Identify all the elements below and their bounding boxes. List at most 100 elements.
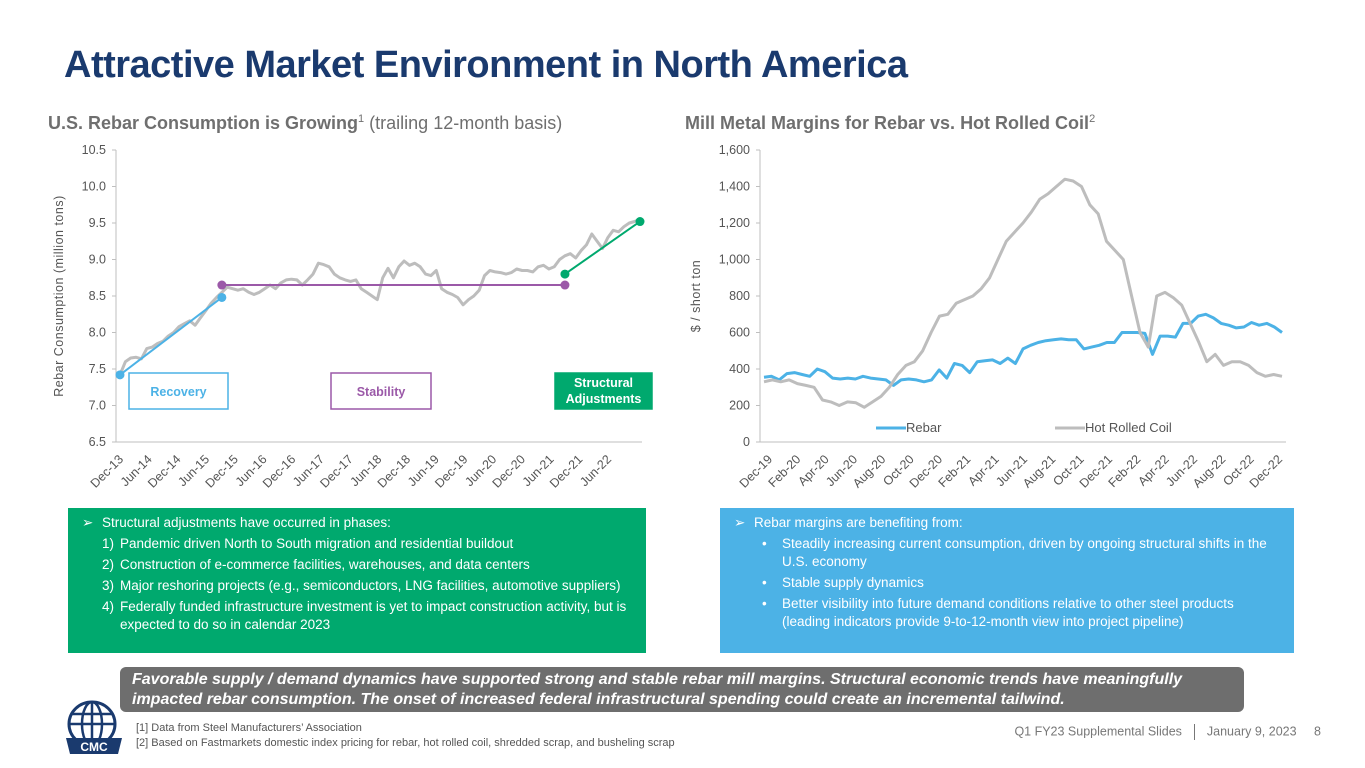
bullet-dot-icon: •	[762, 575, 767, 590]
left-subtitle-note: (trailing 12-month basis)	[369, 113, 563, 133]
structural-adjustments-panel: ➢ Structural adjustments have occurred in…	[68, 508, 646, 653]
legend-label: Hot Rolled Coil	[1085, 420, 1172, 435]
x-tick-label: Dec-21	[547, 452, 585, 490]
trend-point	[217, 280, 227, 290]
y-tick-label: 9.5	[89, 216, 106, 230]
legend-label: Rebar	[906, 420, 942, 435]
left-subtitle-footnote-ref: 1	[358, 113, 365, 125]
list-item: 3) Major reshoring projects (e.g., semico…	[102, 577, 634, 595]
y-tick-label: 400	[729, 362, 750, 376]
trend-point	[115, 370, 125, 380]
x-tick-label: Jun-22	[577, 452, 614, 489]
page-number: 8	[1314, 724, 1321, 739]
trend-point	[635, 217, 645, 227]
rebar-consumption-chart: 6.57.07.58.08.59.09.510.010.5Dec-13Jun-1…	[52, 143, 653, 491]
item-number: 1)	[102, 536, 115, 551]
arrow-bullet-icon: ➢	[82, 515, 94, 530]
y-tick-label: 1,600	[719, 143, 750, 157]
right-subtitle-footnote-ref: 2	[1089, 113, 1096, 125]
item-text: Federally funded infrastructure investme…	[120, 599, 627, 632]
item-text: Construction of e-commerce facilities, w…	[120, 557, 530, 572]
x-tick-label: Dec-18	[375, 452, 413, 490]
rebar-margins-panel: ➢ Rebar margins are benefiting from: • Ste…	[720, 508, 1294, 653]
y-tick-label: 1,200	[719, 216, 750, 230]
y-tick-label: 200	[729, 399, 750, 413]
list-item: 4) Federally funded infrastructure invest…	[102, 598, 634, 634]
x-tick-label: Dec-17	[317, 452, 355, 490]
x-tick-label: Dec-16	[260, 452, 298, 490]
x-tick-label: Dec-20	[490, 452, 528, 490]
y-tick-label: 9.0	[89, 253, 106, 267]
y-tick-label: 6.5	[89, 435, 106, 449]
x-tick-label: Dec-13	[88, 452, 126, 490]
y-tick-label: 10.0	[82, 180, 106, 194]
phase-label-box	[128, 372, 229, 410]
x-tick-label: Feb-20	[766, 452, 804, 490]
item-number: 2)	[102, 557, 115, 572]
item-text: Stable supply dynamics	[782, 575, 924, 590]
trend-line-recovery	[119, 296, 223, 376]
phase-label-stability: Stability	[357, 385, 406, 399]
list-item: • Steadily increasing current consumption…	[762, 535, 1282, 571]
phase-label-structural: Structural	[574, 376, 633, 390]
page-title: Attractive Market Environment in North A…	[64, 44, 908, 86]
y-tick-label: 8.5	[89, 289, 106, 303]
left-chart-subtitle: U.S. Rebar Consumption is Growing1 (trai…	[48, 113, 562, 134]
right-chart-subtitle: Mill Metal Margins for Rebar vs. Hot Rol…	[685, 113, 1095, 134]
y-tick-label: 7.0	[89, 399, 106, 413]
series-line-hot-rolled-coil	[763, 177, 1283, 409]
phase-label-box	[330, 372, 432, 410]
consumption-series-line	[118, 217, 641, 376]
footnotes: [1] Data from Steel Manufacturers’ Assoc…	[136, 721, 675, 750]
logo-text: CMC	[80, 740, 108, 754]
item-text: Pandemic driven North to South migration…	[120, 536, 514, 551]
item-text: Better visibility into future demand con…	[782, 596, 1234, 629]
footnote-1: [1] Data from Steel Manufacturers’ Assoc…	[136, 722, 362, 734]
x-tick-label: Feb-21	[936, 452, 974, 490]
x-tick-label: Dec-15	[203, 452, 241, 490]
right-subtitle-main: Mill Metal Margins for Rebar vs. Hot Rol…	[685, 113, 1090, 133]
item-number: 3)	[102, 578, 115, 593]
right-bullets-header: Rebar margins are benefiting from:	[754, 515, 963, 530]
trend-point	[560, 269, 570, 279]
item-text: Steadily increasing current consumption,…	[782, 536, 1267, 569]
left-bullets-header: Structural adjustments have occurred in …	[102, 515, 391, 530]
y-axis-title: $ / short ton	[689, 260, 703, 333]
series-line-rebar	[763, 312, 1283, 387]
bullet-dot-icon: •	[762, 536, 767, 551]
y-tick-label: 1,000	[719, 253, 750, 267]
list-item: • Stable supply dynamics	[762, 574, 1282, 592]
bullet-dot-icon: •	[762, 596, 767, 611]
y-tick-label: 0	[743, 435, 750, 449]
slide-footer: Q1 FY23 Supplemental Slides January 9, 20…	[1014, 724, 1321, 740]
list-item: 1) Pandemic driven North to South migrati…	[102, 535, 634, 553]
deck-date: January 9, 2023	[1206, 724, 1297, 739]
list-item: 2) Construction of e-commerce facilities,…	[102, 556, 634, 574]
phase-label-box	[554, 372, 653, 410]
footnote-2: [2] Based on Fastmarkets domestic index …	[136, 736, 675, 749]
phase-label-structural: Adjustments	[566, 392, 642, 406]
cmc-logo: CMC	[66, 700, 122, 754]
y-tick-label: 1,400	[719, 180, 750, 194]
left-subtitle-main: U.S. Rebar Consumption is Growing	[48, 113, 359, 133]
item-text: Major reshoring projects (e.g., semicond…	[120, 578, 621, 593]
item-number: 4)	[102, 599, 115, 614]
trend-point	[560, 280, 570, 290]
trend-point	[217, 292, 227, 302]
trend-line-structural	[564, 220, 641, 275]
y-tick-label: 800	[729, 289, 750, 303]
x-tick-label: Dec-14	[145, 452, 183, 490]
list-item: • Better visibility into future demand co…	[762, 595, 1282, 631]
arrow-bullet-icon: ➢	[734, 515, 746, 530]
y-tick-label: 8.0	[89, 326, 106, 340]
deck-name: Q1 FY23 Supplemental Slides	[1014, 724, 1182, 739]
x-tick-label: Dec-19	[432, 452, 470, 490]
x-tick-label: Feb-22	[1106, 452, 1144, 490]
footer-divider	[1193, 724, 1195, 740]
y-axis-title: Rebar Consumption (million tons)	[52, 195, 66, 397]
y-tick-label: 10.5	[82, 143, 106, 157]
y-tick-label: 600	[729, 326, 750, 340]
charts-canvas: 6.57.07.58.08.59.09.510.010.5Dec-13Jun-1…	[52, 143, 1286, 491]
summary-banner: Favorable supply / demand dynamics have …	[120, 667, 1244, 712]
mill-margins-chart: 02004006008001,0001,2001,4001,600Dec-19F…	[689, 143, 1286, 491]
